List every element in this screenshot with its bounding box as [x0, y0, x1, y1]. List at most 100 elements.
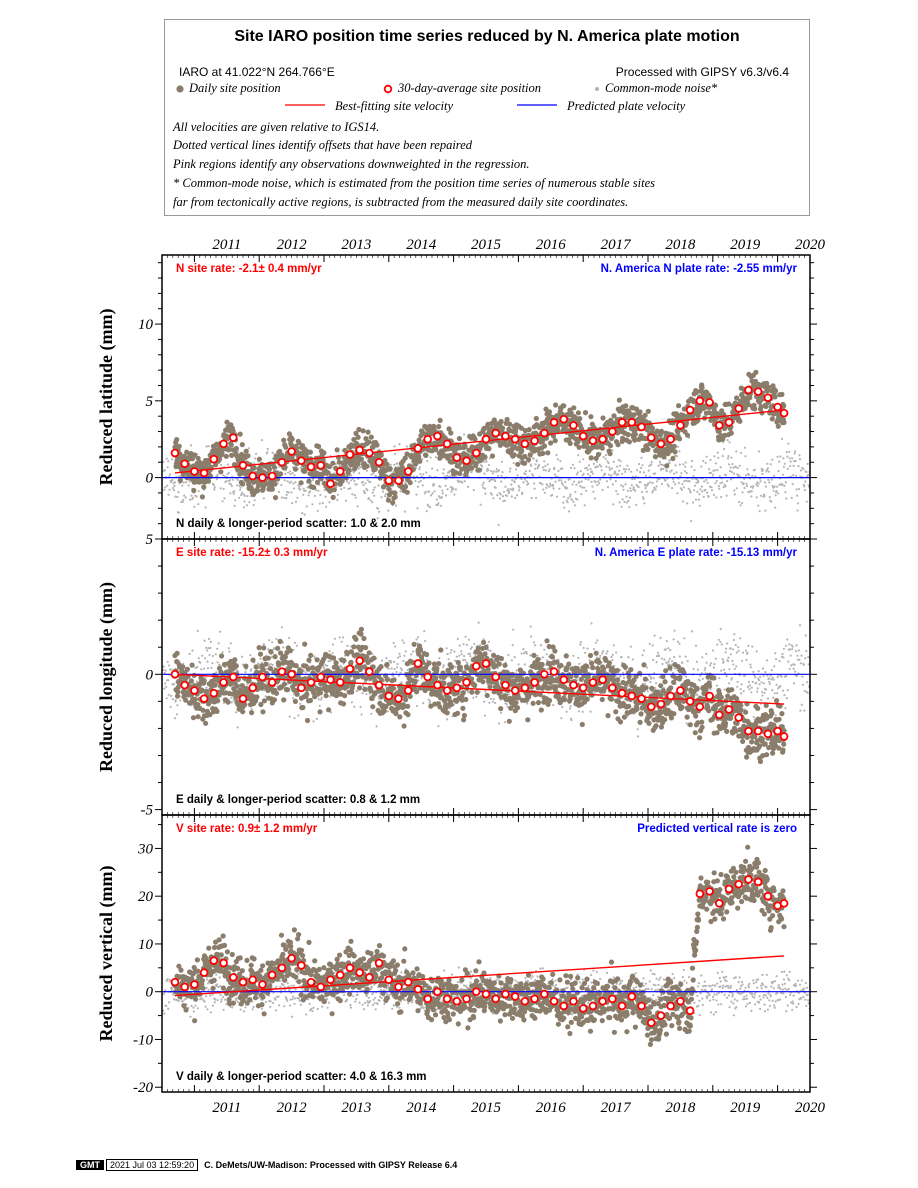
common-mode-point	[301, 511, 304, 515]
daily-point	[199, 687, 205, 693]
common-mode-point	[611, 653, 614, 656]
common-mode-point	[767, 470, 771, 473]
common-mode-point	[578, 460, 581, 463]
avg-point	[423, 434, 432, 444]
common-mode-point	[709, 458, 712, 462]
common-mode-point	[280, 496, 283, 499]
site-location: IARO at 41.022°N 264.766°E	[179, 65, 335, 79]
common-mode-point	[589, 467, 592, 471]
common-mode-point	[410, 653, 413, 656]
x-tick-label-top: 2015	[471, 237, 502, 253]
common-mode-point	[234, 499, 237, 502]
common-mode-point	[286, 480, 289, 483]
x-tick-label-bottom: 2018	[665, 1100, 696, 1116]
common-mode-point	[629, 487, 632, 490]
common-mode-point	[507, 653, 510, 657]
daily-point	[180, 664, 186, 670]
daily-point	[346, 467, 352, 473]
common-mode-point	[165, 697, 168, 700]
common-mode-point	[361, 684, 365, 687]
common-mode-point	[363, 492, 367, 495]
best-fit-line	[174, 409, 785, 474]
common-mode-point	[650, 460, 653, 464]
common-mode-point	[757, 670, 760, 673]
common-mode-point	[253, 462, 256, 465]
common-mode-point	[498, 469, 501, 472]
common-mode-point	[199, 661, 202, 664]
common-mode-point	[246, 495, 249, 498]
best-fit-line-icon	[285, 104, 325, 106]
common-mode-point	[684, 465, 687, 468]
common-mode-point	[349, 479, 352, 482]
daily-point	[676, 403, 682, 409]
common-mode-point	[426, 460, 429, 463]
x-tick-label-top: 2017	[601, 237, 633, 253]
common-mode-point	[609, 478, 612, 481]
daily-point	[609, 434, 615, 440]
common-mode-point	[737, 649, 740, 652]
common-mode-point	[596, 465, 599, 468]
common-mode-point	[184, 496, 187, 499]
avg-point	[297, 456, 306, 466]
common-mode-point	[398, 655, 402, 658]
common-mode-point	[781, 689, 785, 692]
common-mode-point	[784, 491, 787, 494]
common-mode-point	[675, 471, 678, 474]
common-mode-point	[196, 665, 199, 669]
legend-note-2: Dotted vertical lines identify offsets t…	[173, 138, 472, 152]
common-mode-point	[364, 681, 368, 684]
common-mode-point	[652, 677, 655, 680]
daily-point	[281, 437, 287, 443]
common-mode-point	[166, 484, 169, 487]
common-mode-point	[807, 474, 810, 477]
common-mode-point	[604, 457, 607, 460]
common-mode-point	[231, 478, 234, 481]
common-mode-point	[672, 638, 675, 641]
common-mode-point	[803, 709, 806, 712]
common-mode-point	[371, 501, 374, 504]
common-mode-point	[717, 638, 720, 641]
common-mode-point	[747, 644, 750, 648]
daily-point	[201, 678, 207, 684]
common-mode-point	[684, 655, 687, 658]
x-tick-label-bottom: 2012	[277, 1100, 308, 1116]
daily-point	[237, 431, 243, 437]
y-tick-label: 10	[138, 317, 154, 333]
common-mode-point	[755, 483, 758, 486]
common-mode-point	[734, 465, 737, 468]
common-mode-point	[570, 498, 574, 501]
common-mode-point	[516, 474, 519, 477]
common-mode-point	[799, 469, 803, 472]
common-mode-point	[723, 447, 726, 451]
daily-point	[204, 690, 210, 696]
common-mode-point	[463, 433, 466, 436]
avg-point	[326, 479, 335, 489]
daily-point	[370, 444, 376, 450]
common-mode-point	[778, 460, 781, 463]
common-mode-point	[799, 709, 802, 712]
daily-point	[212, 682, 218, 688]
common-mode-point	[740, 451, 743, 455]
common-mode-point	[240, 493, 243, 497]
common-mode-point	[604, 454, 608, 457]
common-mode-point	[226, 463, 229, 466]
common-mode-point	[328, 650, 331, 653]
common-mode-point	[582, 472, 585, 475]
common-mode-point	[588, 474, 592, 478]
common-mode-point	[683, 637, 686, 640]
common-mode-point	[696, 490, 699, 493]
common-mode-point	[331, 643, 334, 646]
common-mode-point	[243, 494, 246, 497]
daily-point	[365, 429, 371, 435]
daily-point	[368, 434, 374, 440]
common-mode-point	[466, 690, 470, 694]
common-mode-point	[564, 480, 567, 483]
common-mode-point	[188, 652, 191, 656]
common-mode-point	[441, 489, 444, 492]
common-mode-point	[239, 486, 242, 489]
common-mode-point	[629, 645, 632, 648]
common-mode-point	[415, 638, 418, 641]
common-mode-point	[293, 641, 297, 644]
common-mode-point	[553, 473, 557, 476]
common-mode-point	[417, 679, 420, 682]
